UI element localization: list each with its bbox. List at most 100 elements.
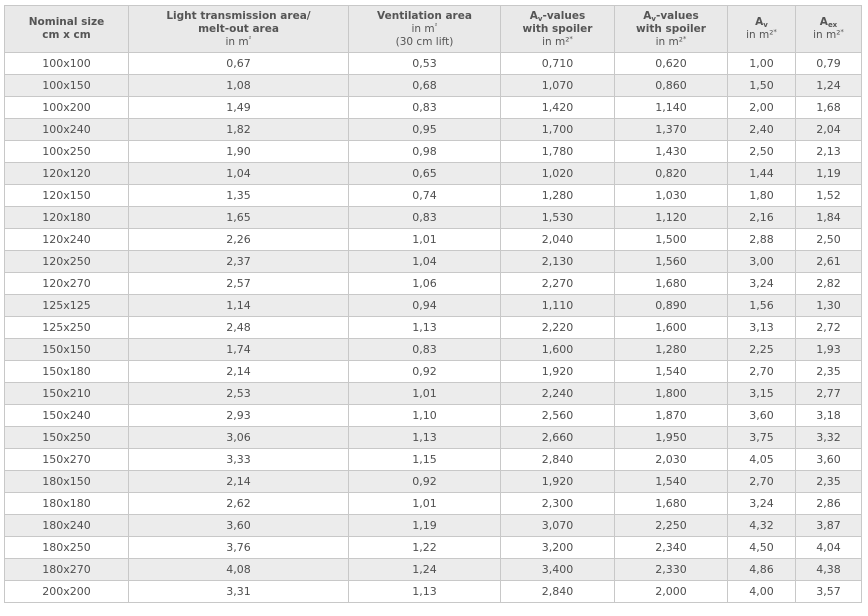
cell-av: 1,44 bbox=[727, 162, 796, 185]
table-row: 180x250 3,76 1,22 3,200 2,340 4,50 4,04 bbox=[4, 536, 862, 559]
cell-av-spoiler-1: 1,070 bbox=[500, 74, 615, 97]
cell-av: 1,50 bbox=[727, 74, 796, 97]
cell-av: 2,70 bbox=[727, 470, 796, 493]
cell-light-area: 3,76 bbox=[128, 536, 349, 559]
cell-av-spoiler-2: 1,540 bbox=[614, 360, 728, 383]
header-row: Nominal size cm x cm Light transmission … bbox=[4, 5, 862, 53]
header-aex-unit: in m² bbox=[813, 29, 841, 41]
header-aex-asterisk: * bbox=[840, 28, 844, 36]
cell-aex: 3,57 bbox=[795, 580, 862, 603]
cell-av-spoiler-2: 0,820 bbox=[614, 162, 728, 185]
cell-av-spoiler-1: 1,920 bbox=[500, 360, 615, 383]
cell-aex: 1,84 bbox=[795, 206, 862, 229]
cell-ventilation-area: 0,92 bbox=[348, 470, 501, 493]
cell-nominal-size: 200x200 bbox=[4, 580, 129, 603]
table-body: 100x100 0,67 0,53 0,710 0,620 1,00 0,79 100x150… bbox=[4, 52, 862, 603]
cell-ventilation-area: 0,94 bbox=[348, 294, 501, 317]
cell-av: 2,00 bbox=[727, 96, 796, 119]
table-row: 180x240 3,60 1,19 3,070 2,250 4,32 3,87 bbox=[4, 514, 862, 537]
header-ventilation-unit-sup: ² bbox=[434, 21, 438, 30]
header-aex-sub: ex bbox=[827, 21, 838, 29]
header-ventilation-line3: (30 cm lift) bbox=[395, 35, 454, 48]
cell-light-area: 1,82 bbox=[128, 118, 349, 141]
cell-av-spoiler-2: 1,030 bbox=[614, 184, 728, 207]
cell-av: 3,15 bbox=[727, 382, 796, 405]
table-row: 100x150 1,08 0,68 1,070 0,860 1,50 1,24 bbox=[4, 74, 862, 97]
cell-light-area: 3,31 bbox=[128, 580, 349, 603]
table-row: 125x250 2,48 1,13 2,220 1,600 3,13 2,72 bbox=[4, 316, 862, 339]
header-light-unit: in m bbox=[225, 35, 249, 48]
table-row: 150x210 2,53 1,01 2,240 1,800 3,15 2,77 bbox=[4, 382, 862, 405]
cell-av-spoiler-1: 1,920 bbox=[500, 470, 615, 493]
cell-nominal-size: 120x120 bbox=[4, 162, 129, 185]
cell-av: 4,05 bbox=[727, 448, 796, 471]
cell-ventilation-area: 1,15 bbox=[348, 448, 501, 471]
table-header: Nominal size cm x cm Light transmission … bbox=[4, 5, 862, 53]
cell-nominal-size: 150x210 bbox=[4, 382, 129, 405]
cell-av: 3,60 bbox=[727, 404, 796, 427]
cell-ventilation-area: 1,06 bbox=[348, 272, 501, 295]
cell-av-spoiler-1: 2,840 bbox=[500, 580, 615, 603]
cell-aex: 1,52 bbox=[795, 184, 862, 207]
cell-av-spoiler-2: 1,800 bbox=[614, 382, 728, 405]
cell-av-spoiler-1: 1,110 bbox=[500, 294, 615, 317]
cell-ventilation-area: 1,24 bbox=[348, 558, 501, 581]
header-av-spoiler-2-suffix: -values bbox=[655, 9, 699, 22]
cell-aex: 1,68 bbox=[795, 96, 862, 119]
header-av-line2: in m²* bbox=[729, 29, 795, 42]
cell-av-spoiler-1: 3,200 bbox=[500, 536, 615, 559]
cell-av-spoiler-2: 1,560 bbox=[614, 250, 728, 273]
header-light-line2: melt-out area bbox=[198, 22, 279, 35]
cell-light-area: 2,93 bbox=[128, 404, 349, 427]
cell-ventilation-area: 0,65 bbox=[348, 162, 501, 185]
header-light-line1: Light transmission area/ bbox=[166, 9, 311, 22]
cell-av-spoiler-2: 2,250 bbox=[614, 514, 728, 537]
cell-ventilation-area: 0,98 bbox=[348, 140, 501, 163]
cell-nominal-size: 120x250 bbox=[4, 250, 129, 273]
cell-ventilation-area: 0,83 bbox=[348, 206, 501, 229]
cell-aex: 2,82 bbox=[795, 272, 862, 295]
cell-nominal-size: 100x240 bbox=[4, 118, 129, 141]
header-av-spoiler-2-asterisk: * bbox=[682, 34, 687, 43]
cell-nominal-size: 150x240 bbox=[4, 404, 129, 427]
cell-light-area: 3,60 bbox=[128, 514, 349, 537]
cell-nominal-size: 120x150 bbox=[4, 184, 129, 207]
cell-ventilation-area: 1,13 bbox=[348, 316, 501, 339]
table-row: 120x240 2,26 1,01 2,040 1,500 2,88 2,50 bbox=[4, 228, 862, 251]
table-row: 100x100 0,67 0,53 0,710 0,620 1,00 0,79 bbox=[4, 52, 862, 75]
cell-av-spoiler-2: 1,280 bbox=[614, 338, 728, 361]
cell-av-spoiler-1: 3,070 bbox=[500, 514, 615, 537]
cell-av-spoiler-2: 2,000 bbox=[614, 580, 728, 603]
cell-av-spoiler-1: 2,240 bbox=[500, 382, 615, 405]
cell-av-spoiler-1: 2,270 bbox=[500, 272, 615, 295]
cell-ventilation-area: 1,13 bbox=[348, 426, 501, 449]
table-row: 200x200 3,31 1,13 2,840 2,000 4,00 3,57 bbox=[4, 580, 862, 603]
cell-av-spoiler-1: 3,400 bbox=[500, 558, 615, 581]
cell-av-spoiler-1: 1,280 bbox=[500, 184, 615, 207]
table-row: 120x120 1,04 0,65 1,020 0,820 1,44 1,19 bbox=[4, 162, 862, 185]
cell-nominal-size: 125x250 bbox=[4, 316, 129, 339]
header-av-spoiler-1-unit: in m² bbox=[542, 35, 570, 48]
cell-ventilation-area: 0,83 bbox=[348, 338, 501, 361]
cell-aex: 3,32 bbox=[795, 426, 862, 449]
cell-ventilation-area: 1,01 bbox=[348, 228, 501, 251]
header-av-sub: v bbox=[763, 21, 768, 29]
cell-light-area: 1,08 bbox=[128, 74, 349, 97]
cell-aex: 2,13 bbox=[795, 140, 862, 163]
cell-aex: 1,24 bbox=[795, 74, 862, 97]
cell-av: 1,56 bbox=[727, 294, 796, 317]
cell-av-spoiler-2: 1,680 bbox=[614, 492, 728, 515]
header-light-line3: in m² bbox=[130, 35, 348, 49]
header-av-spoiler-2-line1: Av-values bbox=[616, 9, 727, 23]
cell-aex: 2,35 bbox=[795, 360, 862, 383]
header-av-spoiler-1-asterisk: * bbox=[569, 34, 573, 43]
header-ventilation-unit: in m bbox=[411, 22, 435, 35]
cell-av-spoiler-2: 1,430 bbox=[614, 140, 728, 163]
header-av-spoiler-2-line2: with spoiler bbox=[636, 22, 706, 35]
cell-av-spoiler-1: 1,020 bbox=[500, 162, 615, 185]
cell-ventilation-area: 0,92 bbox=[348, 360, 501, 383]
cell-nominal-size: 180x240 bbox=[4, 514, 129, 537]
header-av-spoiler-2-line3: in m²* bbox=[616, 34, 727, 49]
cell-av: 3,00 bbox=[727, 250, 796, 273]
cell-nominal-size: 180x150 bbox=[4, 470, 129, 493]
